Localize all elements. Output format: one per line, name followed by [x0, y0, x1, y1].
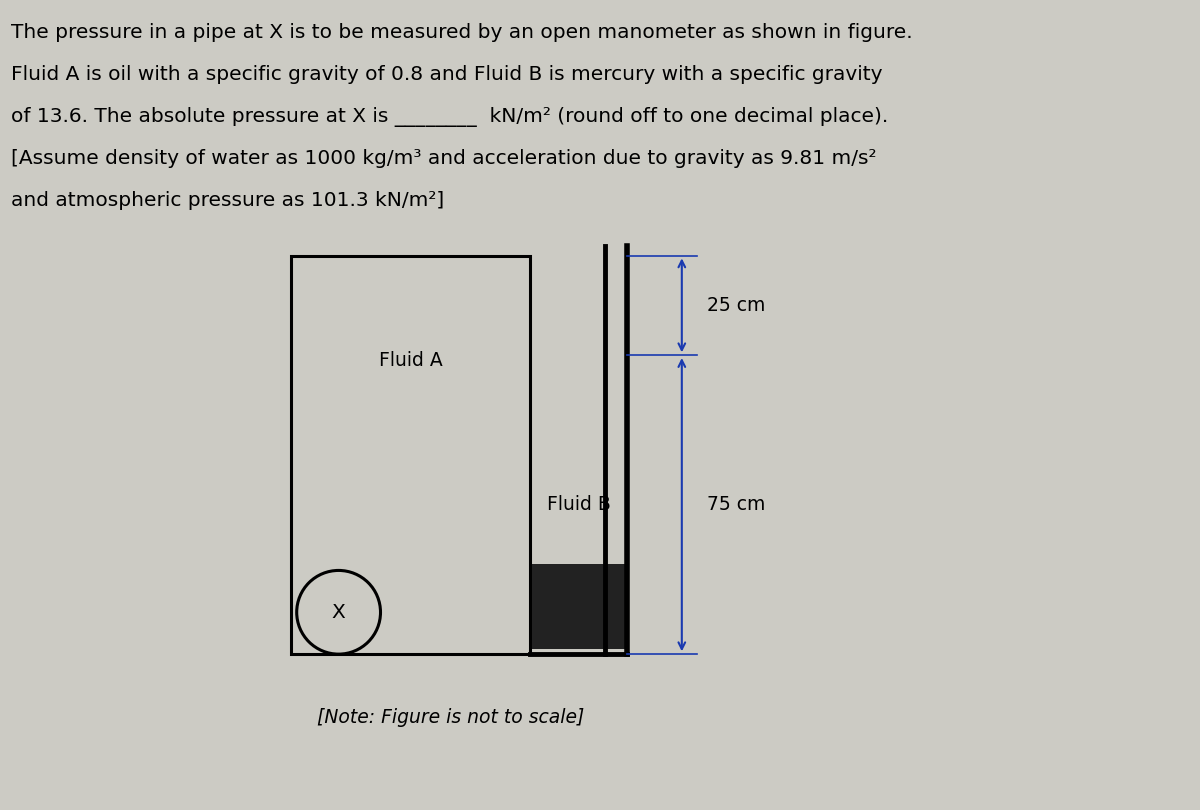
Text: 25 cm: 25 cm	[707, 296, 766, 315]
Text: Fluid A: Fluid A	[378, 351, 443, 369]
Text: Fluid A is oil with a specific gravity of 0.8 and Fluid B is mercury with a spec: Fluid A is oil with a specific gravity o…	[11, 65, 883, 84]
Text: 75 cm: 75 cm	[707, 495, 766, 514]
Text: [Note: Figure is not to scale]: [Note: Figure is not to scale]	[317, 708, 584, 727]
Text: of 13.6. The absolute pressure at X is ________  kN/m² (round off to one decimal: of 13.6. The absolute pressure at X is _…	[11, 107, 889, 127]
Text: X: X	[331, 603, 346, 622]
Bar	[290, 255, 530, 654]
Text: The pressure in a pipe at X is to be measured by an open manometer as shown in f: The pressure in a pipe at X is to be mea…	[11, 23, 913, 42]
Text: and atmospheric pressure as 101.3 kN/m²]: and atmospheric pressure as 101.3 kN/m²]	[11, 190, 445, 210]
Bar	[532, 565, 626, 649]
Text: [Assume density of water as 1000 kg/m³ and acceleration due to gravity as 9.81 m: [Assume density of water as 1000 kg/m³ a…	[11, 149, 877, 168]
Text: Fluid B: Fluid B	[547, 495, 611, 514]
